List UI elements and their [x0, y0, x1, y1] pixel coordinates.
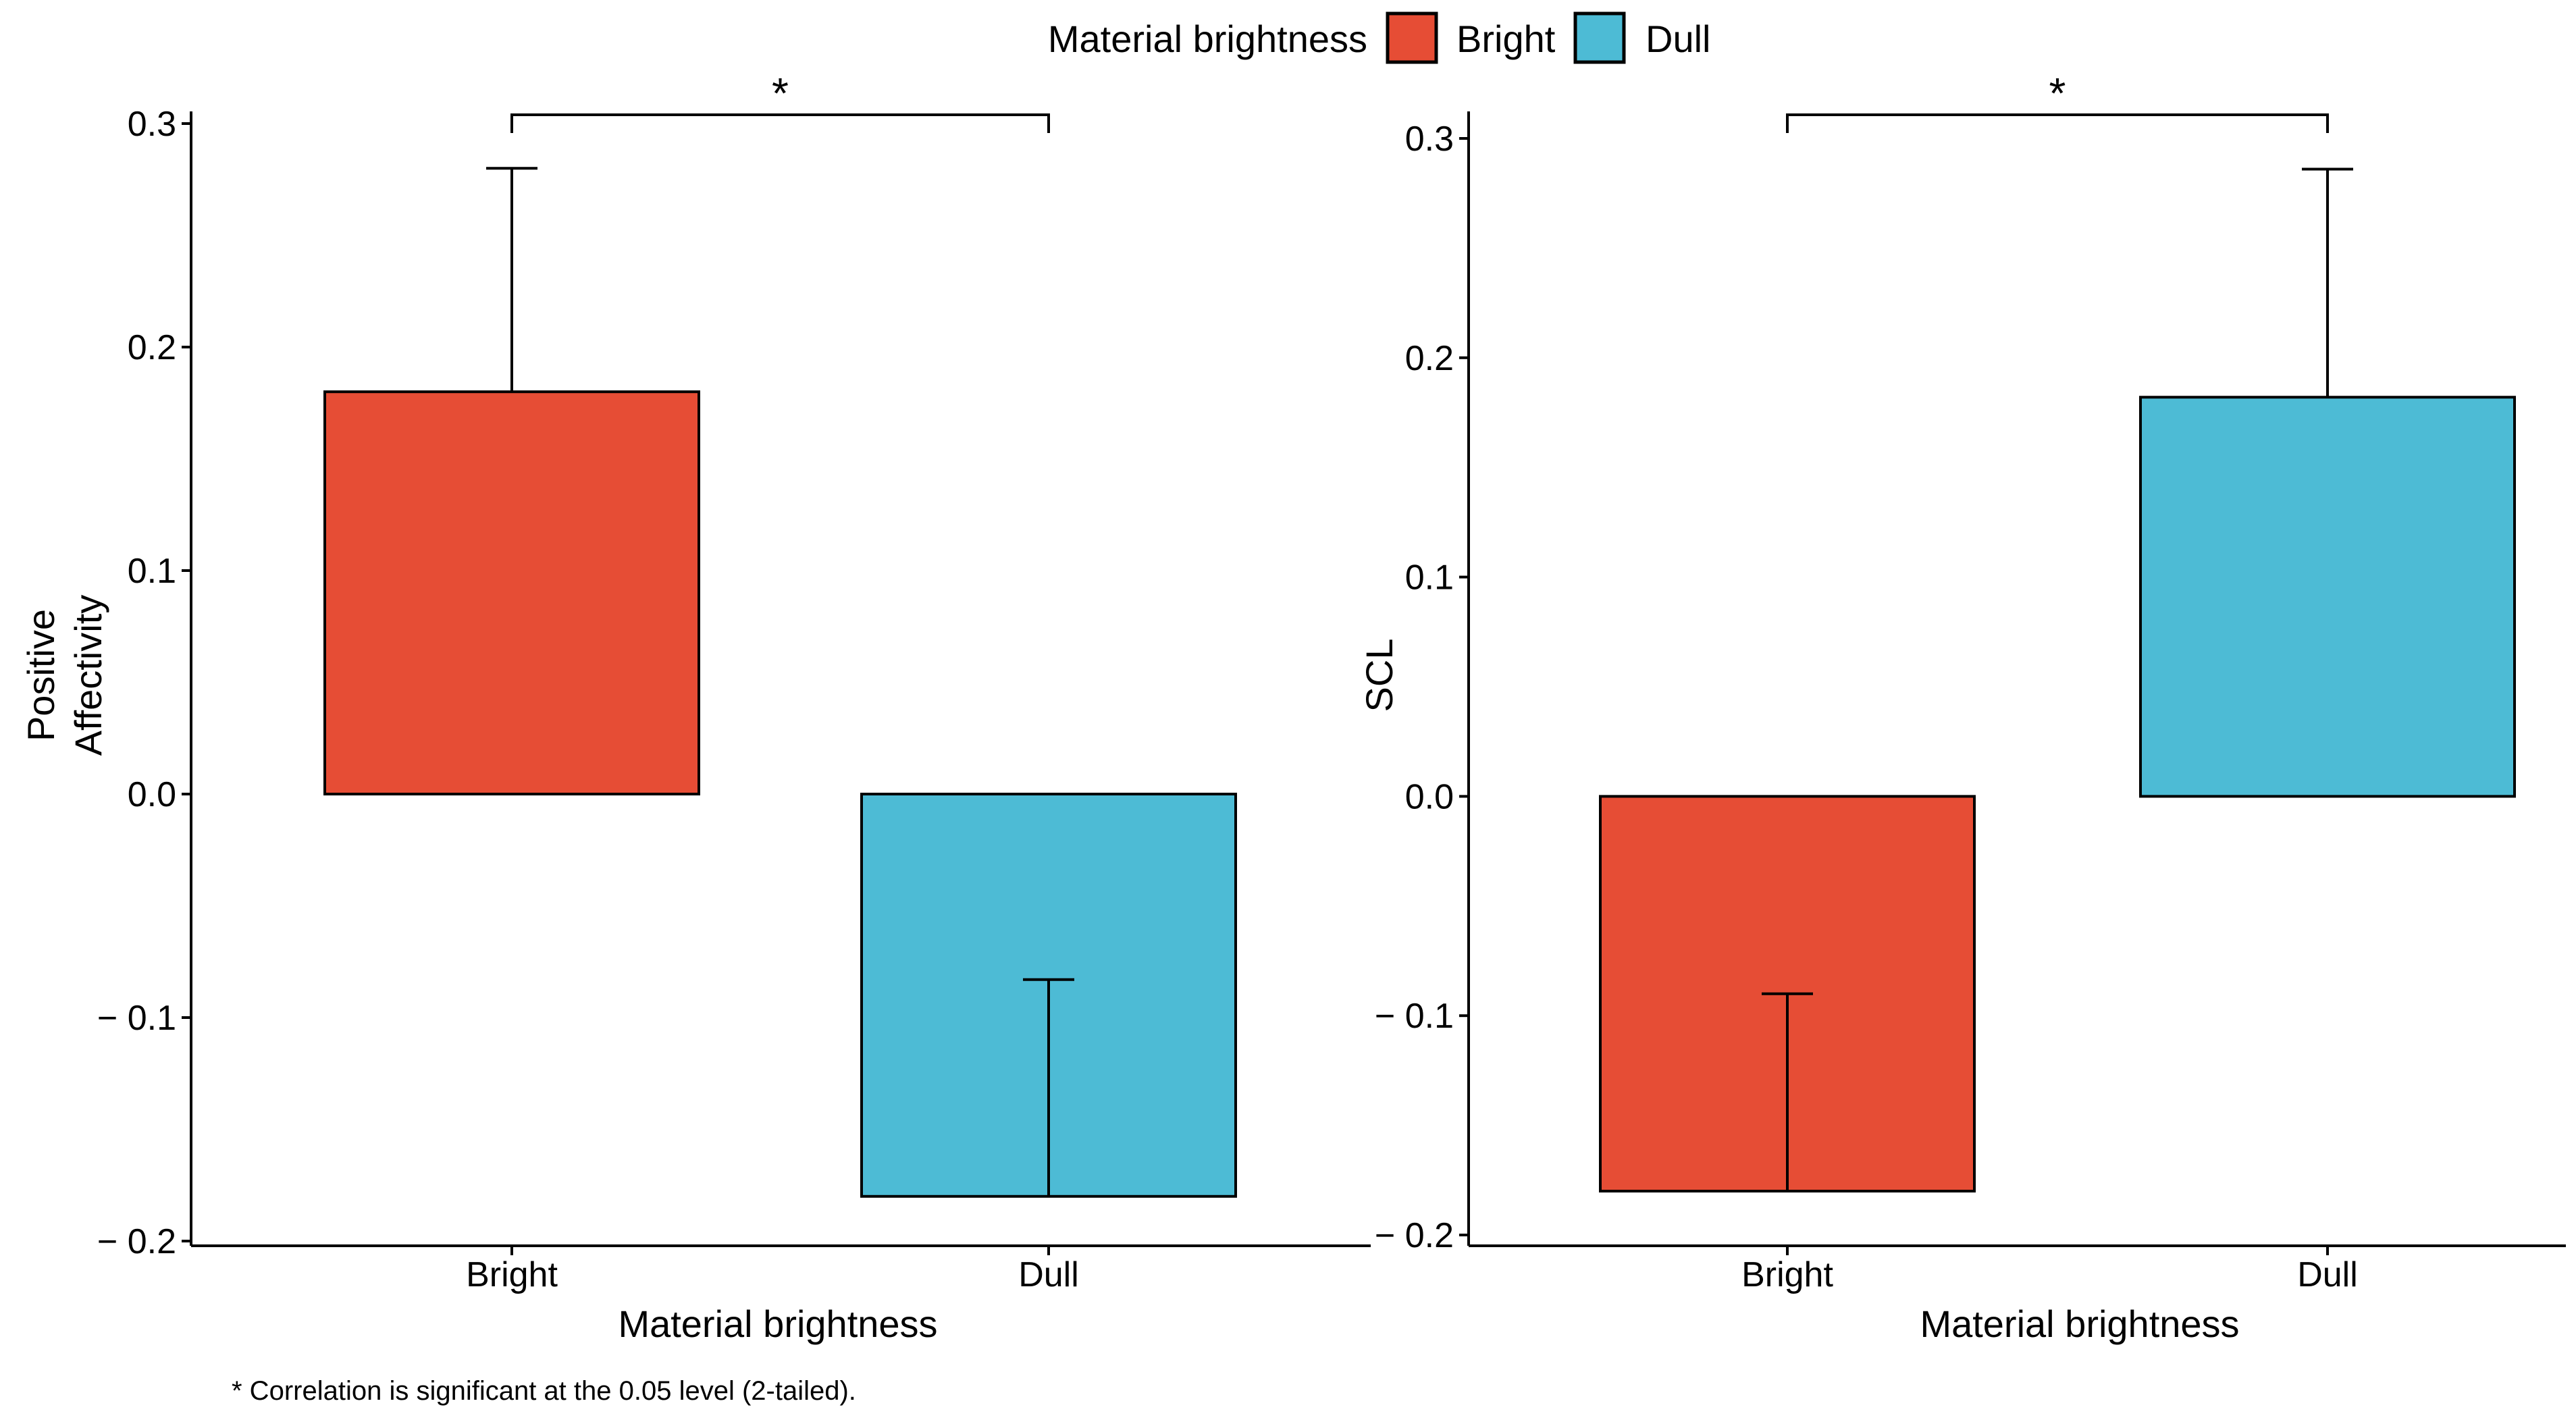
y-tick-label: 0.0 [1405, 777, 1454, 816]
significance-marker: * [2049, 69, 2066, 117]
legend-label-bright: Bright [1456, 18, 1556, 60]
y-tick-label: 0.0 [128, 775, 176, 814]
legend-swatch-bright [1386, 11, 1438, 64]
legend: Material brightness Bright Dull [1048, 11, 1710, 64]
y-tick-label: 0.1 [1405, 558, 1454, 598]
bar-bright [323, 390, 700, 795]
x-axis-title: Material brightness [1920, 1303, 2239, 1345]
y-axis-title: SCL [1358, 639, 1400, 712]
significance-bracket [510, 113, 1050, 133]
y-axis-title: Affectivity [67, 595, 109, 756]
x-tick-label: Bright [1741, 1255, 1833, 1294]
x-tick-label: Bright [466, 1255, 558, 1294]
y-tick-label: 0.1 [128, 552, 176, 591]
bar-dull [2139, 396, 2516, 798]
y-tick-label: − 0.1 [97, 999, 176, 1038]
y-tick-label: 0.2 [128, 328, 176, 367]
significance-marker: * [772, 69, 789, 117]
y-tick-label: 0.3 [128, 105, 176, 144]
right-panel-scl: − 0.2 − 0.1 0.0 0.1 0.2 0.3 Bright Dull * Materia… [1358, 69, 2566, 1345]
x-tick-label: Dull [2297, 1255, 2358, 1294]
y-tick-label: 0.3 [1405, 120, 1454, 159]
y-axis-title: Positive [20, 609, 62, 741]
x-axis-title: Material brightness [618, 1303, 937, 1345]
left-panel-positive-affectivity: − 0.2 − 0.1 0.0 0.1 0.2 0.3 Bright Dull * Materia… [20, 69, 1371, 1345]
legend-swatch-dull [1573, 11, 1626, 64]
y-tick-label: − 0.2 [97, 1222, 176, 1261]
x-tick-label: Dull [1018, 1255, 1079, 1294]
legend-title: Material brightness [1048, 18, 1367, 60]
y-tick-label: 0.2 [1405, 339, 1454, 378]
y-tick-label: − 0.1 [1375, 997, 1454, 1036]
y-tick-label: − 0.2 [1375, 1216, 1454, 1255]
significance-footnote: * Correlation is significant at the 0.05… [232, 1376, 856, 1406]
legend-label-dull: Dull [1646, 18, 1710, 60]
significance-bracket [1786, 113, 2329, 133]
